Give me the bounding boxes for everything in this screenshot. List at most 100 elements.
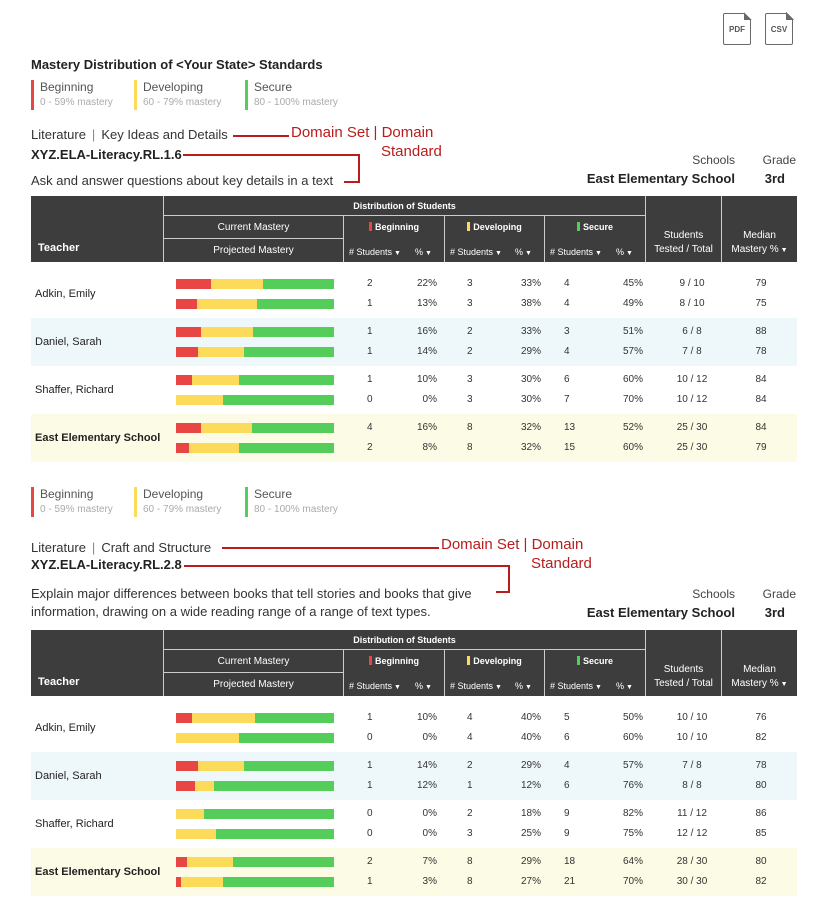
projected-distribution-bar	[176, 733, 334, 743]
standard-description: Explain major differences between books …	[31, 586, 472, 619]
projected-distribution-bar	[176, 829, 334, 839]
projected-distribution-bar	[176, 781, 334, 791]
secure-count: 3	[564, 326, 570, 337]
secure-students-sort[interactable]: # Students ▼	[550, 247, 602, 257]
developing-students-sort[interactable]: # Students ▼	[450, 681, 502, 691]
bar-segment-beginning	[176, 299, 197, 309]
beginning-count: 1	[367, 712, 373, 723]
bar-segment-secure	[215, 829, 334, 839]
median-mastery: 75	[755, 298, 767, 309]
beginning-percent: 0%	[422, 808, 437, 819]
current-distribution-bar	[176, 423, 334, 433]
domain-name: Key Ideas and Details	[101, 127, 228, 142]
bar-segment-developing	[187, 857, 233, 867]
students-tested: 25 / 30	[676, 442, 708, 453]
secure-percent: 76%	[622, 780, 643, 791]
developing-group-name: Developing	[445, 222, 544, 232]
beginning-count: 1	[367, 298, 373, 309]
students-col-label: # Students	[450, 247, 494, 257]
projected-mastery-header: Projected Mastery	[164, 239, 344, 262]
pdf-export-button[interactable]: PDF	[723, 12, 752, 45]
legend-developing-range: 60 - 79% mastery	[143, 97, 222, 108]
students-tested: 30 / 30	[676, 876, 708, 887]
secure-swatch-icon	[576, 656, 580, 665]
tested-header-line2: Tested / Total	[654, 678, 713, 689]
standard-description: Ask and answer questions about key detai…	[31, 173, 334, 188]
secure-percent: 51%	[622, 326, 643, 337]
schools-label: Schools	[692, 153, 735, 167]
beginning-students-sort[interactable]: # Students ▼	[349, 247, 401, 257]
developing-count: 3	[467, 374, 473, 385]
beginning-percent: 0%	[422, 828, 437, 839]
projected-mastery-header: Projected Mastery	[164, 673, 344, 696]
secure-percent-sort[interactable]: % ▼	[616, 681, 633, 691]
beginning-count: 1	[367, 374, 373, 385]
developing-percent: 38%	[520, 298, 541, 309]
legend-secure-range: 80 - 100% mastery	[254, 97, 338, 108]
teacher-name: Daniel, Sarah	[35, 770, 102, 782]
beginning-group-header: Beginning # Students ▼% ▼	[344, 650, 445, 696]
developing-percent-sort[interactable]: % ▼	[515, 247, 532, 257]
developing-percent-sort[interactable]: % ▼	[515, 681, 532, 691]
beginning-percent: 16%	[416, 422, 437, 433]
median-mastery-header[interactable]: Median Mastery % ▼	[722, 630, 797, 696]
bar-segment-developing	[191, 375, 240, 385]
secure-percent: 64%	[622, 856, 643, 867]
beginning-percent: 7%	[422, 856, 437, 867]
beginning-group-name: Beginning	[344, 222, 444, 232]
bar-segment-developing	[188, 443, 240, 453]
mastery-table: Teacher Distribution of Students Current M…	[31, 630, 797, 900]
bar-segment-developing	[176, 733, 240, 743]
page-title: Mastery Distribution of <Your State> Sta…	[31, 57, 323, 72]
beginning-percent: 14%	[416, 760, 437, 771]
developing-group-label: Developing	[473, 222, 522, 232]
beginning-percent-sort[interactable]: % ▼	[415, 247, 432, 257]
current-mastery-line: 1 16% 2 33% 3 51% 6 / 8 88	[31, 322, 797, 342]
csv-export-button[interactable]: CSV	[765, 12, 794, 45]
beginning-students-sort[interactable]: # Students ▼	[349, 681, 401, 691]
domain-set: Literature	[31, 127, 86, 142]
bar-segment-secure	[251, 423, 334, 433]
developing-percent: 29%	[520, 760, 541, 771]
bar-segment-secure	[223, 877, 334, 887]
beginning-percent: 0%	[422, 732, 437, 743]
bar-segment-secure	[239, 443, 334, 453]
secure-group-label: Secure	[582, 656, 614, 666]
developing-percent: 29%	[520, 346, 541, 357]
secure-students-sort[interactable]: # Students ▼	[550, 681, 602, 691]
developing-swatch-icon	[467, 656, 471, 665]
secure-group-header: Secure # Students ▼% ▼	[545, 216, 646, 262]
bar-segment-developing	[201, 327, 254, 337]
developing-count: 2	[467, 346, 473, 357]
secure-count: 6	[564, 732, 570, 743]
tested-header-line2: Tested / Total	[654, 244, 713, 255]
developing-count: 8	[467, 876, 473, 887]
beginning-percent: 3%	[422, 876, 437, 887]
median-mastery-header[interactable]: Median Mastery % ▼	[722, 196, 797, 262]
median-mastery: 82	[755, 732, 767, 743]
domain-name: Craft and Structure	[101, 540, 212, 555]
bar-segment-secure	[255, 713, 334, 723]
students-tested: 9 / 10	[679, 278, 705, 289]
projected-distribution-bar	[176, 877, 334, 887]
secure-count: 6	[564, 780, 570, 791]
median-mastery: 84	[755, 394, 767, 405]
secure-count: 9	[564, 808, 570, 819]
beginning-percent-sort[interactable]: % ▼	[415, 681, 432, 691]
legend-secure: Secure 80 - 100% mastery	[245, 487, 338, 517]
secure-percent-sort[interactable]: % ▼	[616, 247, 633, 257]
teacher-name: Daniel, Sarah	[35, 336, 102, 348]
developing-students-sort[interactable]: # Students ▼	[450, 247, 502, 257]
developing-percent: 29%	[520, 856, 541, 867]
description-annotation-line	[358, 154, 360, 181]
students-tested: 11 / 12	[677, 808, 707, 819]
bar-segment-developing	[196, 299, 257, 309]
developing-percent: 30%	[520, 374, 541, 385]
teacher-column-header: Teacher	[31, 196, 164, 262]
table-row: Shaffer, Richard 0 0% 2 18% 9 82% 11 / 12 86 0 0% 3…	[31, 800, 797, 848]
secure-count: 7	[564, 394, 570, 405]
bar-segment-beginning	[176, 327, 202, 337]
median-mastery: 84	[755, 422, 767, 433]
beginning-percent: 16%	[416, 326, 437, 337]
developing-percent: 33%	[520, 278, 541, 289]
